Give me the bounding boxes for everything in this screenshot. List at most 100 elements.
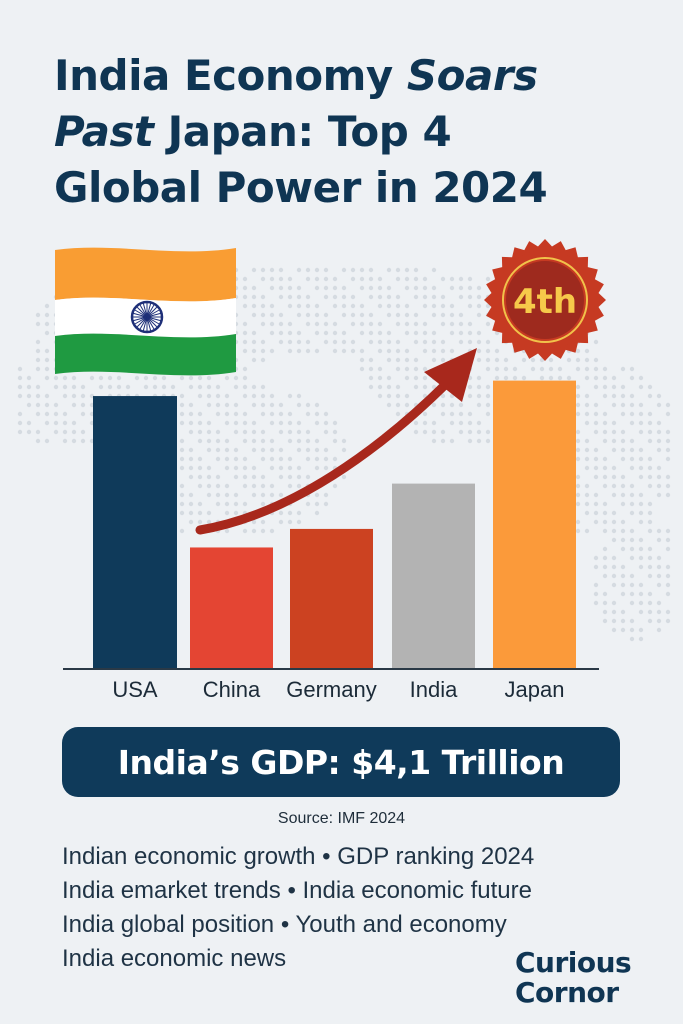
map-dot [287, 303, 293, 309]
map-dot [206, 519, 212, 525]
map-dot [476, 303, 482, 309]
map-dot [404, 402, 410, 408]
map-dot [485, 303, 491, 309]
map-dot [350, 303, 356, 309]
map-dot [377, 366, 383, 372]
map-dot [44, 438, 50, 444]
map-dot [638, 447, 644, 453]
map-dot [206, 447, 212, 453]
map-dot [548, 375, 554, 381]
map-dot [44, 375, 50, 381]
map-dot [197, 465, 203, 471]
map-dot [287, 483, 293, 489]
map-dot [593, 447, 599, 453]
map-dot [251, 420, 257, 426]
map-dot [35, 393, 41, 399]
map-dot [296, 285, 302, 291]
title-emphasis: Past [54, 107, 154, 156]
map-dot [62, 420, 68, 426]
map-dot [395, 267, 401, 273]
map-dot [179, 492, 185, 498]
map-dot [98, 375, 104, 381]
map-dot [26, 420, 32, 426]
map-dot [404, 285, 410, 291]
map-dot [242, 474, 248, 480]
map-dot [278, 474, 284, 480]
map-dot [44, 366, 50, 372]
map-dot [440, 294, 446, 300]
map-dot [260, 483, 266, 489]
map-dot [386, 339, 392, 345]
map-dot [440, 276, 446, 282]
map-dot [485, 384, 491, 390]
map-dot [242, 465, 248, 471]
bar-india [392, 483, 475, 669]
map-dot [341, 294, 347, 300]
map-dot [215, 492, 221, 498]
map-dot [278, 330, 284, 336]
map-dot [485, 276, 491, 282]
map-dot [629, 402, 635, 408]
map-dot [359, 321, 365, 327]
map-dot [44, 402, 50, 408]
map-dot [80, 384, 86, 390]
map-dot [629, 510, 635, 516]
map-dot [422, 303, 428, 309]
map-dot [260, 276, 266, 282]
map-dot [215, 474, 221, 480]
map-dot [620, 618, 626, 624]
map-dot [629, 591, 635, 597]
map-dot [260, 474, 266, 480]
map-dot [386, 357, 392, 363]
map-dot [629, 582, 635, 588]
map-dot [233, 510, 239, 516]
map-dot [305, 402, 311, 408]
map-dot [467, 384, 473, 390]
map-dot [296, 294, 302, 300]
map-dot [278, 267, 284, 273]
map-dot [629, 537, 635, 543]
map-dot [134, 375, 140, 381]
map-dot [602, 474, 608, 480]
map-dot [620, 366, 626, 372]
bar-china [190, 547, 273, 669]
map-dot [242, 294, 248, 300]
map-dot [602, 609, 608, 615]
map-dot [269, 411, 275, 417]
map-dot [341, 447, 347, 453]
map-dot [377, 321, 383, 327]
map-dot [269, 393, 275, 399]
map-dot [224, 411, 230, 417]
map-dot [467, 330, 473, 336]
map-dot [440, 303, 446, 309]
map-dot [179, 438, 185, 444]
map-dot [620, 438, 626, 444]
map-dot [611, 474, 617, 480]
map-dot [647, 618, 653, 624]
map-dot [431, 303, 437, 309]
map-dot [404, 357, 410, 363]
map-dot [17, 420, 23, 426]
map-dot [332, 348, 338, 354]
map-dot [620, 483, 626, 489]
map-dot [485, 321, 491, 327]
map-dot [305, 276, 311, 282]
tag-line: Indian economic growth • GDP ranking 202… [62, 843, 535, 870]
map-dot [377, 330, 383, 336]
map-dot [620, 546, 626, 552]
map-dot [638, 402, 644, 408]
bars [93, 380, 576, 669]
map-dot [161, 384, 167, 390]
map-dot [269, 312, 275, 318]
map-dot [656, 420, 662, 426]
map-dot [602, 456, 608, 462]
map-dot [620, 384, 626, 390]
map-dot [35, 411, 41, 417]
map-dot [71, 375, 77, 381]
map-dot [359, 330, 365, 336]
map-dot [593, 582, 599, 588]
map-dot [314, 501, 320, 507]
map-dot [467, 339, 473, 345]
map-dot [359, 267, 365, 273]
gdp-banner-text: India’s GDP: $4,1 Trillion [117, 742, 565, 782]
